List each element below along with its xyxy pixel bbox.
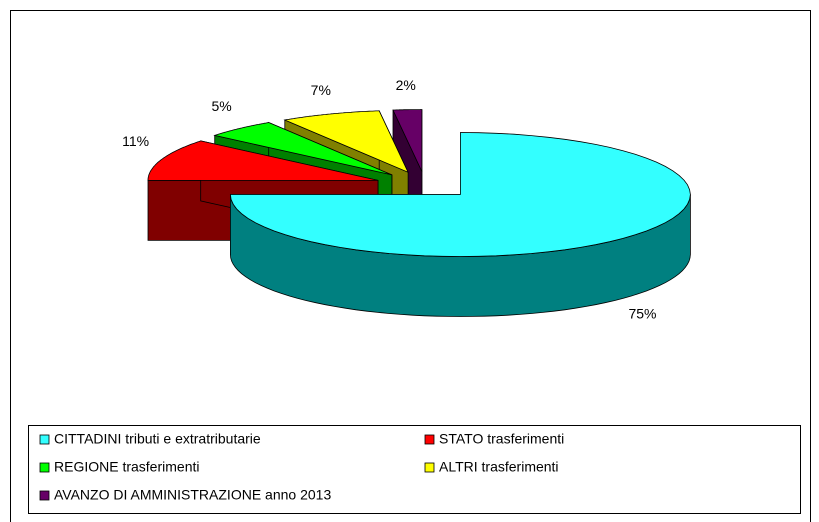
legend-label: CITTADINI tributi e extratributarie [54,431,261,447]
slice-top [229,132,691,257]
data-label: 75% [628,306,656,322]
legend-swatch [39,434,50,445]
slice-top [213,122,393,176]
slice-top [392,109,423,172]
legend-label: REGIONE trasferimenti [54,459,199,475]
legend-swatch [39,490,50,501]
legend-label: STATO trasferimenti [439,431,564,447]
legend-box [28,425,801,514]
legend-swatch [424,434,435,445]
legend-label: AVANZO DI AMMINISTRAZIONE anno 2013 [54,487,331,503]
legend-swatch [424,462,435,473]
slice-top [283,110,409,174]
legend-label: ALTRI trasferimenti [439,459,559,475]
data-label: 11% [122,133,149,149]
data-label: 7% [311,82,331,98]
data-label: 2% [396,77,416,93]
legend-swatch [39,462,50,473]
slice-top [147,140,379,181]
data-label: 5% [211,98,231,114]
